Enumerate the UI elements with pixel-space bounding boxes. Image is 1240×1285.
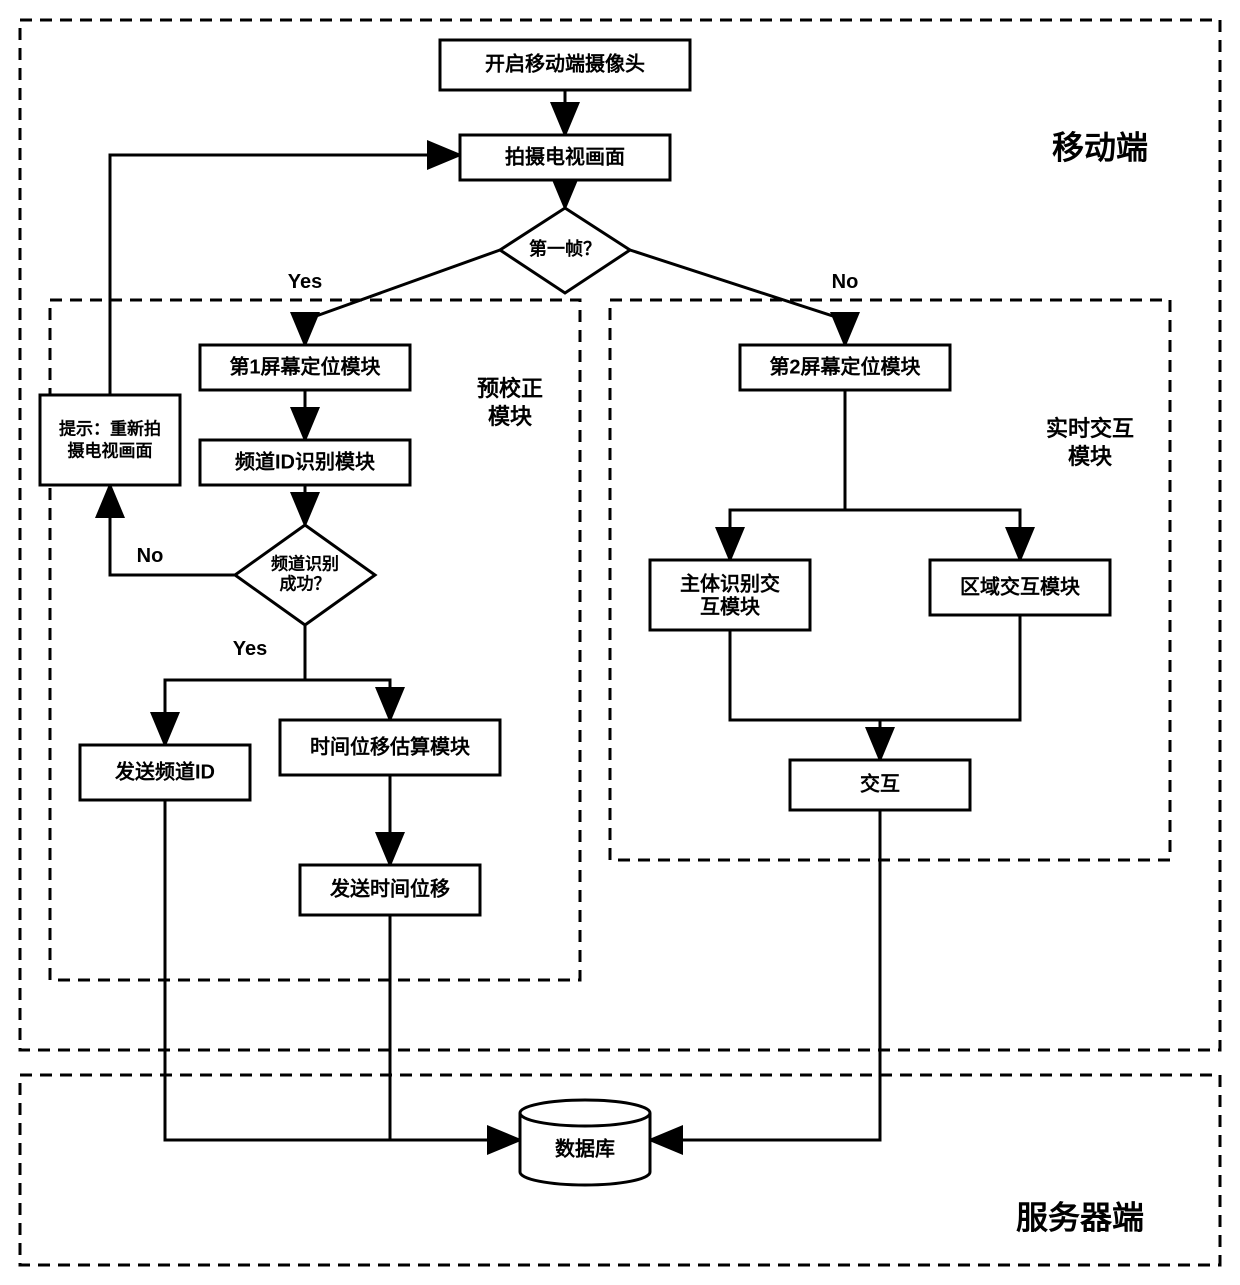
edge: [110, 485, 235, 575]
edge: [880, 615, 1020, 720]
edge: [165, 800, 520, 1140]
edge: [730, 510, 845, 560]
node-n5-label: 频道ID识别模块: [235, 449, 376, 473]
edge: [305, 250, 500, 345]
node-n1-label: 开启移动端摄像头: [485, 51, 645, 75]
node-n12-label-1: 主体识别交: [680, 571, 780, 595]
edge: [845, 510, 1020, 560]
label-realtime-1: 实时交互: [1046, 416, 1134, 441]
node-n11-label: 第2屏幕定位模块: [769, 354, 921, 378]
label-mobile: 移动端: [1052, 129, 1148, 165]
node-n10: [40, 395, 180, 485]
label-precal-2: 模块: [488, 404, 533, 429]
edge-label-yes2: Yes: [233, 638, 267, 660]
node-n15: 数据库: [520, 1100, 650, 1185]
node-n3-label: 第一帧？: [529, 238, 601, 259]
node-n9-label: 发送时间位移: [329, 876, 450, 900]
edge: [305, 680, 390, 720]
node-n13-label: 区域交互模块: [960, 574, 1081, 598]
label-realtime-2: 模块: [1068, 444, 1113, 469]
node-n4-label: 第1屏幕定位模块: [229, 354, 381, 378]
node-n15-label: 数据库: [555, 1136, 615, 1160]
node-n10-label-1: 提示：重新拍: [59, 418, 161, 438]
node-n14-label: 交互: [860, 771, 900, 795]
node-n8-label: 时间位移估算模块: [310, 734, 471, 758]
edge: [630, 250, 845, 345]
node-n7-label: 发送频道ID: [114, 759, 215, 783]
flowchart-canvas: 移动端 服务器端 预校正 模块 实时交互 模块 Yes No No Yes 开启…: [0, 0, 1240, 1285]
label-server: 服务器端: [1016, 1199, 1144, 1235]
label-precal-1: 预校正: [477, 376, 543, 401]
edge-label-yes1: Yes: [288, 271, 322, 293]
node-n2-label: 拍摄电视画面: [505, 144, 625, 168]
node-n10-label-2: 摄电视画面: [68, 440, 153, 460]
edge-label-no1: No: [832, 271, 859, 293]
edge-label-no2: No: [137, 545, 164, 567]
node-n6-label-2: 成功？: [280, 573, 331, 593]
node-n12-label-2: 互模块: [700, 594, 761, 618]
node-n6-label-1: 频道识别: [271, 553, 339, 573]
edge: [730, 630, 880, 760]
